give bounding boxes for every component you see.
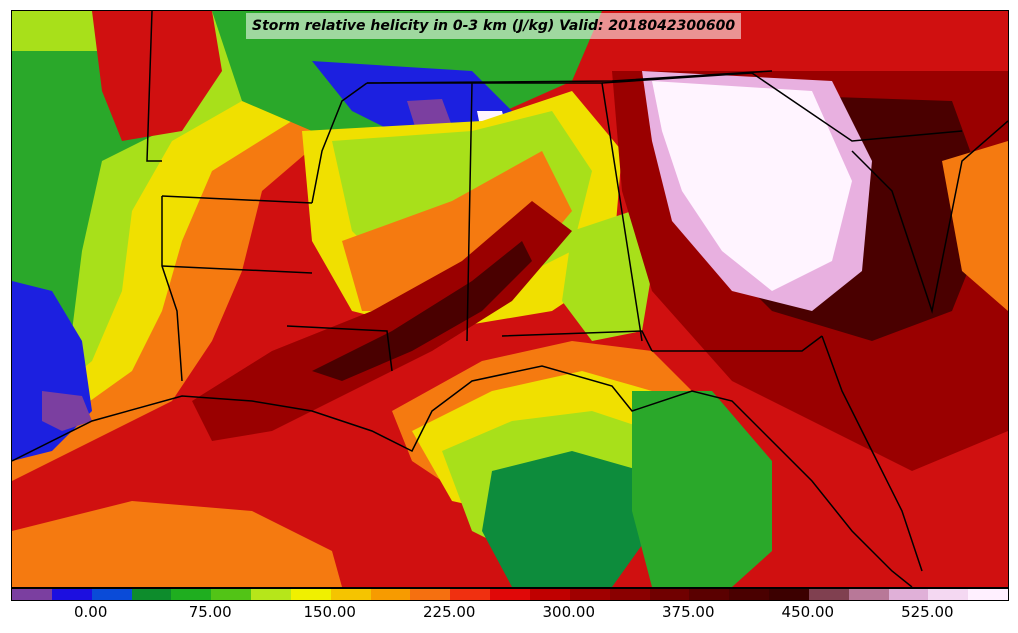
helicity-map [11,10,1009,588]
colorbar-segment [968,589,1008,600]
map-title: Storm relative helicity in 0-3 km (J/kg)… [246,13,742,39]
colorbar-segment [410,589,451,600]
border-fl-east [821,335,923,572]
border-al-fl [501,330,653,352]
colorbar-segment [848,589,889,600]
colorbar-tick-label: 450.00 [781,603,835,621]
colorbar-segment [490,589,530,600]
field-sw-orange [12,501,342,587]
colorbar-segment [12,589,52,600]
colorbar-segment [609,589,650,600]
state-borders [12,11,1008,587]
colorbar-segment [131,589,172,600]
colorbar-segment [370,589,411,600]
field-east-white [652,81,852,291]
colorbar-segment [171,589,212,600]
border-ar-la [161,265,313,274]
border-ok-ar [161,195,313,204]
colorbar [11,588,1009,601]
colorbar-ticks: 0.00 75.00 150.00 225.00 300.00 375.00 450.00 5… [11,603,1007,625]
field-fl-green [632,391,772,587]
colorbar-tick-label: 525.00 [901,603,954,621]
field-west-purple [42,391,92,431]
field-swath-deep-red [192,201,572,441]
colorbar-tick-label: 0.00 [73,603,108,621]
colorbar-tick-label: 300.00 [542,603,596,621]
field-ne-orange [942,141,1008,311]
border-coast [12,365,913,587]
colorbar-segment [91,589,132,600]
colorbar-segment [251,589,291,600]
field-ga-lime [562,211,652,341]
border-ga-fl [652,335,823,352]
colorbar-segment [649,589,690,600]
colorbar-tick-label: 150.00 [303,603,356,621]
colorbar-segment [569,589,610,600]
field-swath-darkest [312,241,532,381]
colorbar-tick-label: 375.00 [662,603,715,621]
field-nw-red [92,11,222,141]
colorbar-segment [928,589,969,600]
border-ar-ms [311,82,368,204]
colorbar-segment [529,589,570,600]
colorbar-segment [729,589,770,600]
border-tx-la [161,196,183,382]
colorbar-segment [330,589,371,600]
border-la-ms [286,325,393,372]
border-ga-sc [601,72,963,142]
colorbar-segment [211,589,252,600]
colorbar-tick-label: 75.00 [188,603,232,621]
colorbar-segment [808,589,849,600]
border-tx-ok [146,11,162,162]
colorbar-segment [769,589,809,600]
colorbar-segment [51,589,92,600]
border-tn [366,70,773,84]
colorbar-segment [290,589,331,600]
colorbar-segment [888,589,929,600]
colorbar-segment [689,589,730,600]
colorbar-tick-label: 225.00 [422,603,476,621]
colorbar-segment [450,589,491,600]
border-atlantic [851,120,1008,314]
field-gulf-green [482,451,652,587]
map-svg [12,11,1008,587]
